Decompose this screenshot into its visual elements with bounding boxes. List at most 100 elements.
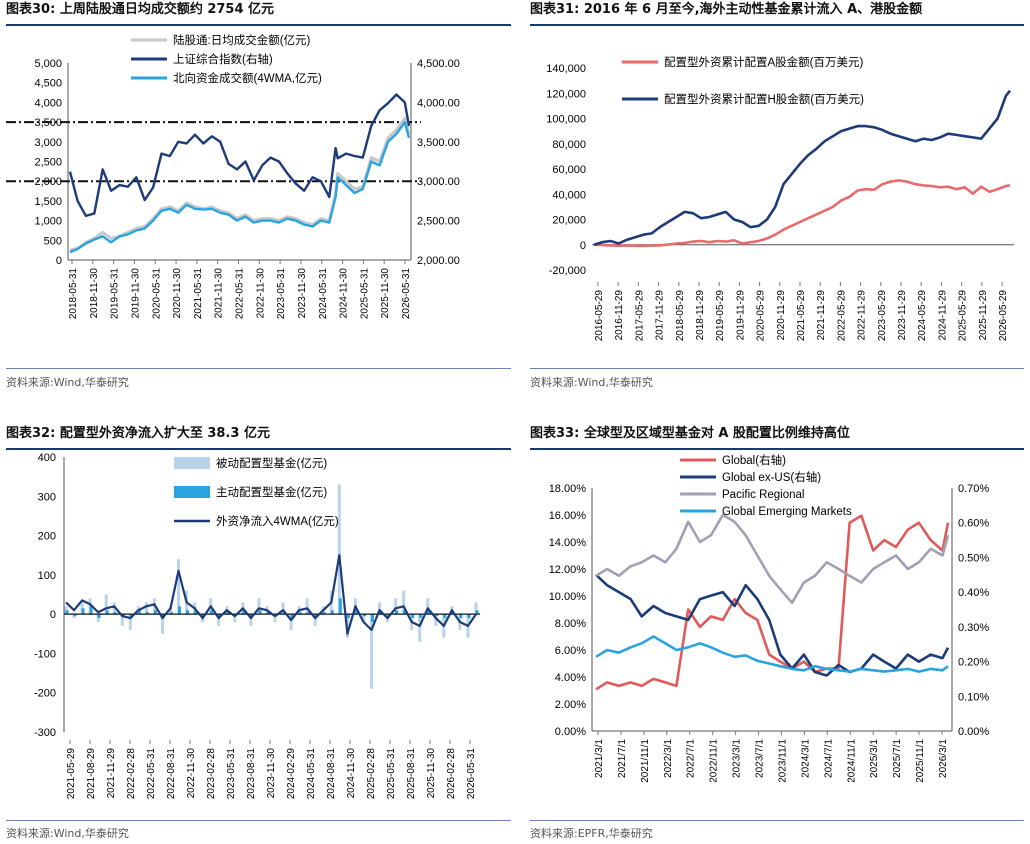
y-tick-label: 3,500.00 [417, 137, 460, 149]
bar-mark [160, 614, 164, 634]
x-tick-label: 2019-05-29 [715, 290, 726, 342]
chart-panel-33: 图表33: 全球型及区域型基金对 A 股配置比例维持高位 18.00% 16.00… [530, 424, 1024, 844]
x-tick-label: 2025-11-30 [380, 268, 391, 319]
chart-plot: 18.00% 16.00% 14.00% 12.00% 10.00% 8.00% 6.00%… [549, 453, 990, 783]
bar-mark [426, 598, 430, 615]
y-tick-label: 80,000 [552, 139, 586, 151]
bar-mark [273, 614, 277, 622]
y-tick-label: 0.00% [958, 726, 989, 738]
x-tick-label: 2019-11-30 [130, 268, 141, 319]
bar-mark [475, 610, 479, 615]
x-tick-label: 2024-02-29 [286, 748, 297, 800]
legend-label: 被动配置型基金(亿元) [216, 456, 327, 470]
series-line [595, 514, 950, 691]
bar-mark [258, 610, 262, 615]
y-tick-label: 2.00% [555, 699, 586, 711]
x-tick-label: 2017-05-29 [634, 290, 645, 342]
chart-source: 资料来源:Wind,华泰研究 [6, 827, 129, 840]
y-tick-label: 16.00% [549, 510, 587, 522]
legend-label: 配置型外资累计配置H股金额(百万美元) [664, 92, 864, 106]
y-tick-label: 5,000 [34, 58, 62, 70]
x-tick-label: 2025-08-31 [406, 748, 417, 800]
bar-mark [233, 614, 237, 622]
bar-mark [153, 610, 157, 615]
y-tick-label: 100,000 [546, 114, 586, 126]
x-tick-label: 2021/7/1 [617, 739, 628, 778]
bar-mark [395, 610, 399, 615]
series-line [65, 554, 477, 635]
y-tick-label: 2,500 [34, 157, 62, 169]
bar-mark [330, 610, 334, 615]
series-line [68, 93, 411, 218]
x-tick-label: 2020-11-29 [776, 290, 787, 341]
bar-mark [97, 614, 101, 619]
series-line [593, 179, 1011, 248]
chart-title: 图表31: 2016 年 6 月至今,海外主动性基金累计流入 A、港股金额 [530, 2, 923, 17]
x-tick-label: 2025-11-30 [426, 748, 437, 799]
y-tick-label: 400 [38, 452, 56, 464]
title-rule [530, 448, 1024, 450]
x-tick-label: 2024-11-30 [339, 268, 350, 319]
legend-swatch [174, 486, 210, 498]
bar-mark [73, 614, 77, 617]
bar-mark [169, 606, 173, 615]
title-rule [6, 24, 511, 26]
x-tick-label: 2020-05-31 [151, 268, 162, 320]
chart-source: 资料来源:EPFR,华泰研究 [530, 827, 653, 840]
source-rule [6, 820, 511, 821]
x-tick-label: 2024-11-30 [346, 748, 357, 799]
x-tick-label: 2024/3/1 [800, 739, 811, 778]
x-tick-label: 2019-11-29 [735, 290, 746, 341]
title-rule [6, 448, 511, 450]
bar-mark [403, 610, 407, 615]
chart-title: 图表30: 上周陆股通日均成交额约 2754 亿元 [6, 2, 275, 17]
x-tick-label: 2018-05-29 [675, 290, 686, 342]
y-tick-label: 4,000 [34, 97, 62, 109]
bar-mark [313, 614, 317, 626]
y-tick-label: 3,500 [34, 117, 62, 129]
x-tick-label: 2026-05-31 [466, 748, 477, 800]
chart-plot: 400 300 200 100 0 -100 -200 -300 2021-05-29 2021-… [34, 452, 480, 800]
x-tick-label: 2025-05-31 [386, 748, 397, 800]
title-rule [530, 24, 1024, 26]
x-tick-label: 2022/3/1 [663, 739, 674, 778]
x-tick-label: 2023-05-29 [877, 290, 888, 342]
y-tick-label: 0.40% [958, 587, 989, 599]
series-line [595, 635, 949, 673]
chart-plot: 140,000 120,000 100,000 80,000 60,000 40,000 2… [546, 55, 1014, 342]
y-tick-label: 60,000 [552, 164, 586, 176]
y-tick-label: 10.00% [549, 591, 587, 603]
legend-swatch [174, 457, 210, 469]
x-tick-label: 2019-05-31 [110, 268, 121, 320]
bar-mark [186, 610, 190, 615]
y-tick-label: 3,000.00 [417, 176, 460, 188]
bar-mark [281, 602, 285, 615]
x-tick-label: 2024/7/1 [823, 739, 834, 778]
x-tick-label: 2020-11-30 [172, 268, 183, 319]
x-tick-label: 2021-08-29 [86, 748, 97, 800]
bar-mark [81, 608, 85, 615]
bar-mark [194, 610, 198, 615]
y-tick-label: 300 [38, 491, 56, 503]
x-tick-label: 2021-05-31 [193, 268, 204, 320]
x-tick-label: 2024-05-31 [306, 748, 317, 800]
source-rule [6, 368, 511, 369]
x-tick-label: 2023-11-30 [266, 748, 277, 799]
bar-mark [418, 614, 422, 642]
chart-panel-32: 图表32: 配置型外资净流入扩大至 38.3 亿元 400 300 200 100 0 -… [6, 424, 511, 844]
bar-mark [113, 612, 117, 615]
bar-mark [387, 614, 391, 617]
bar-mark [474, 602, 478, 615]
x-tick-label: 2025-05-29 [958, 290, 969, 342]
bar-mark [346, 614, 350, 619]
bar-mark [120, 614, 124, 626]
x-tick-label: 2018-11-29 [695, 290, 706, 341]
bar-mark [354, 610, 358, 615]
bar-mark [178, 606, 182, 615]
x-tick-label: 2022-05-31 [235, 268, 246, 320]
bar-mark [306, 612, 310, 615]
chart-panel-31: 图表31: 2016 年 6 月至今,海外主动性基金累计流入 A、港股金额 14… [530, 0, 1024, 400]
y-tick-label: 18.00% [549, 483, 587, 495]
x-tick-label: 2016-11-29 [614, 290, 625, 341]
y-tick-label: 1,500 [34, 196, 62, 208]
